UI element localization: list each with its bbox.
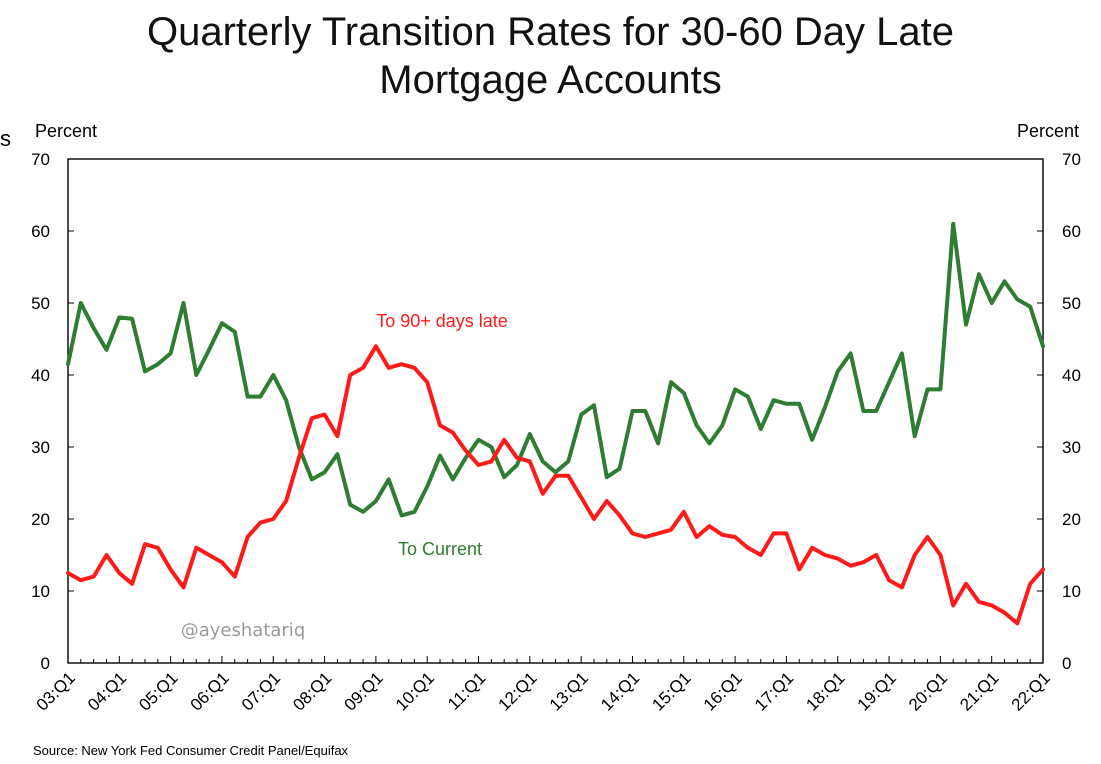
series-lines xyxy=(66,221,1045,626)
y-tick-label-left: 40 xyxy=(31,366,50,385)
y-tick-label-right: 60 xyxy=(1062,222,1081,241)
x-tick-label: 07:Q1 xyxy=(238,668,284,714)
x-tick-label: 13:Q1 xyxy=(546,668,592,714)
y-tick-label-left: 20 xyxy=(31,510,50,529)
x-tick-label: 17:Q1 xyxy=(751,668,797,714)
y-tick-label-left: 10 xyxy=(31,582,50,601)
x-tick-label: 11:Q1 xyxy=(444,668,489,713)
x-tick-label: 12:Q1 xyxy=(494,668,540,714)
x-tick-label: 22:Q1 xyxy=(1008,668,1054,714)
y-tick-label-left: 50 xyxy=(31,294,50,313)
x-tick-label: 04:Q1 xyxy=(84,668,130,714)
x-tick-label: 21:Q1 xyxy=(956,668,1002,714)
x-tick-label: 03:Q1 xyxy=(33,668,79,714)
y-tick-label-right: 30 xyxy=(1062,438,1081,457)
y-tick-label-right: 20 xyxy=(1062,510,1081,529)
y-tick-label-left: 0 xyxy=(41,654,50,673)
y-tick-label-left: 30 xyxy=(31,438,50,457)
x-tick-label: 20:Q1 xyxy=(905,668,951,714)
source-note: Source: New York Fed Consumer Credit Pan… xyxy=(33,743,349,758)
y-tick-label-right: 70 xyxy=(1062,150,1081,169)
x-tick-label: 15:Q1 xyxy=(648,668,694,714)
x-axis: 03:Q1 04:Q1 05:Q1 06:Q1 07:Q1 08:Q1 09:Q1 10:Q1… xyxy=(33,656,1054,715)
y-tick-label-left: 70 xyxy=(31,150,50,169)
chart-title: Quarterly Transition Rates for 30-60 Day… xyxy=(0,8,1101,104)
series-line-to-current xyxy=(66,221,1045,518)
x-tick-label: 14:Q1 xyxy=(597,668,643,714)
left-axis-unit: Percent xyxy=(35,121,98,141)
left-y-axis: 0 10 20 30 40 50 60 70 xyxy=(31,150,74,673)
x-tick-label: 06:Q1 xyxy=(187,668,233,714)
right-axis-unit: Percent xyxy=(1016,121,1079,141)
y-tick-label-right: 10 xyxy=(1062,582,1081,601)
y-tick-label-right: 0 xyxy=(1062,654,1071,673)
plot-frame xyxy=(67,158,1044,664)
annotation-to-current: To Current xyxy=(398,539,482,559)
series-line-to-90-days-late xyxy=(66,344,1045,626)
y-tick-label-left: 60 xyxy=(31,222,50,241)
x-tick-label: 08:Q1 xyxy=(289,668,335,714)
x-tick-label: 09:Q1 xyxy=(341,668,387,714)
watermark: @ayeshatariq xyxy=(181,620,306,641)
x-tick-label: 18:Q1 xyxy=(802,668,848,714)
x-tick-label: 16:Q1 xyxy=(700,668,746,714)
y-tick-label-right: 50 xyxy=(1062,294,1081,313)
cropped-edge-text: s xyxy=(0,126,11,151)
right-y-axis: 0 10 20 30 40 50 60 70 xyxy=(1037,150,1081,673)
chart-title-line-1: Quarterly Transition Rates for 30-60 Day… xyxy=(146,10,955,54)
x-tick-label: 05:Q1 xyxy=(135,668,181,714)
chart-title-line-2: Mortgage Accounts xyxy=(379,58,722,102)
y-tick-label-right: 40 xyxy=(1062,366,1081,385)
x-tick-label: 10:Q1 xyxy=(392,668,438,714)
annotation-to-90-days-late: To 90+ days late xyxy=(376,311,508,331)
x-tick-label: 19:Q1 xyxy=(854,668,900,714)
